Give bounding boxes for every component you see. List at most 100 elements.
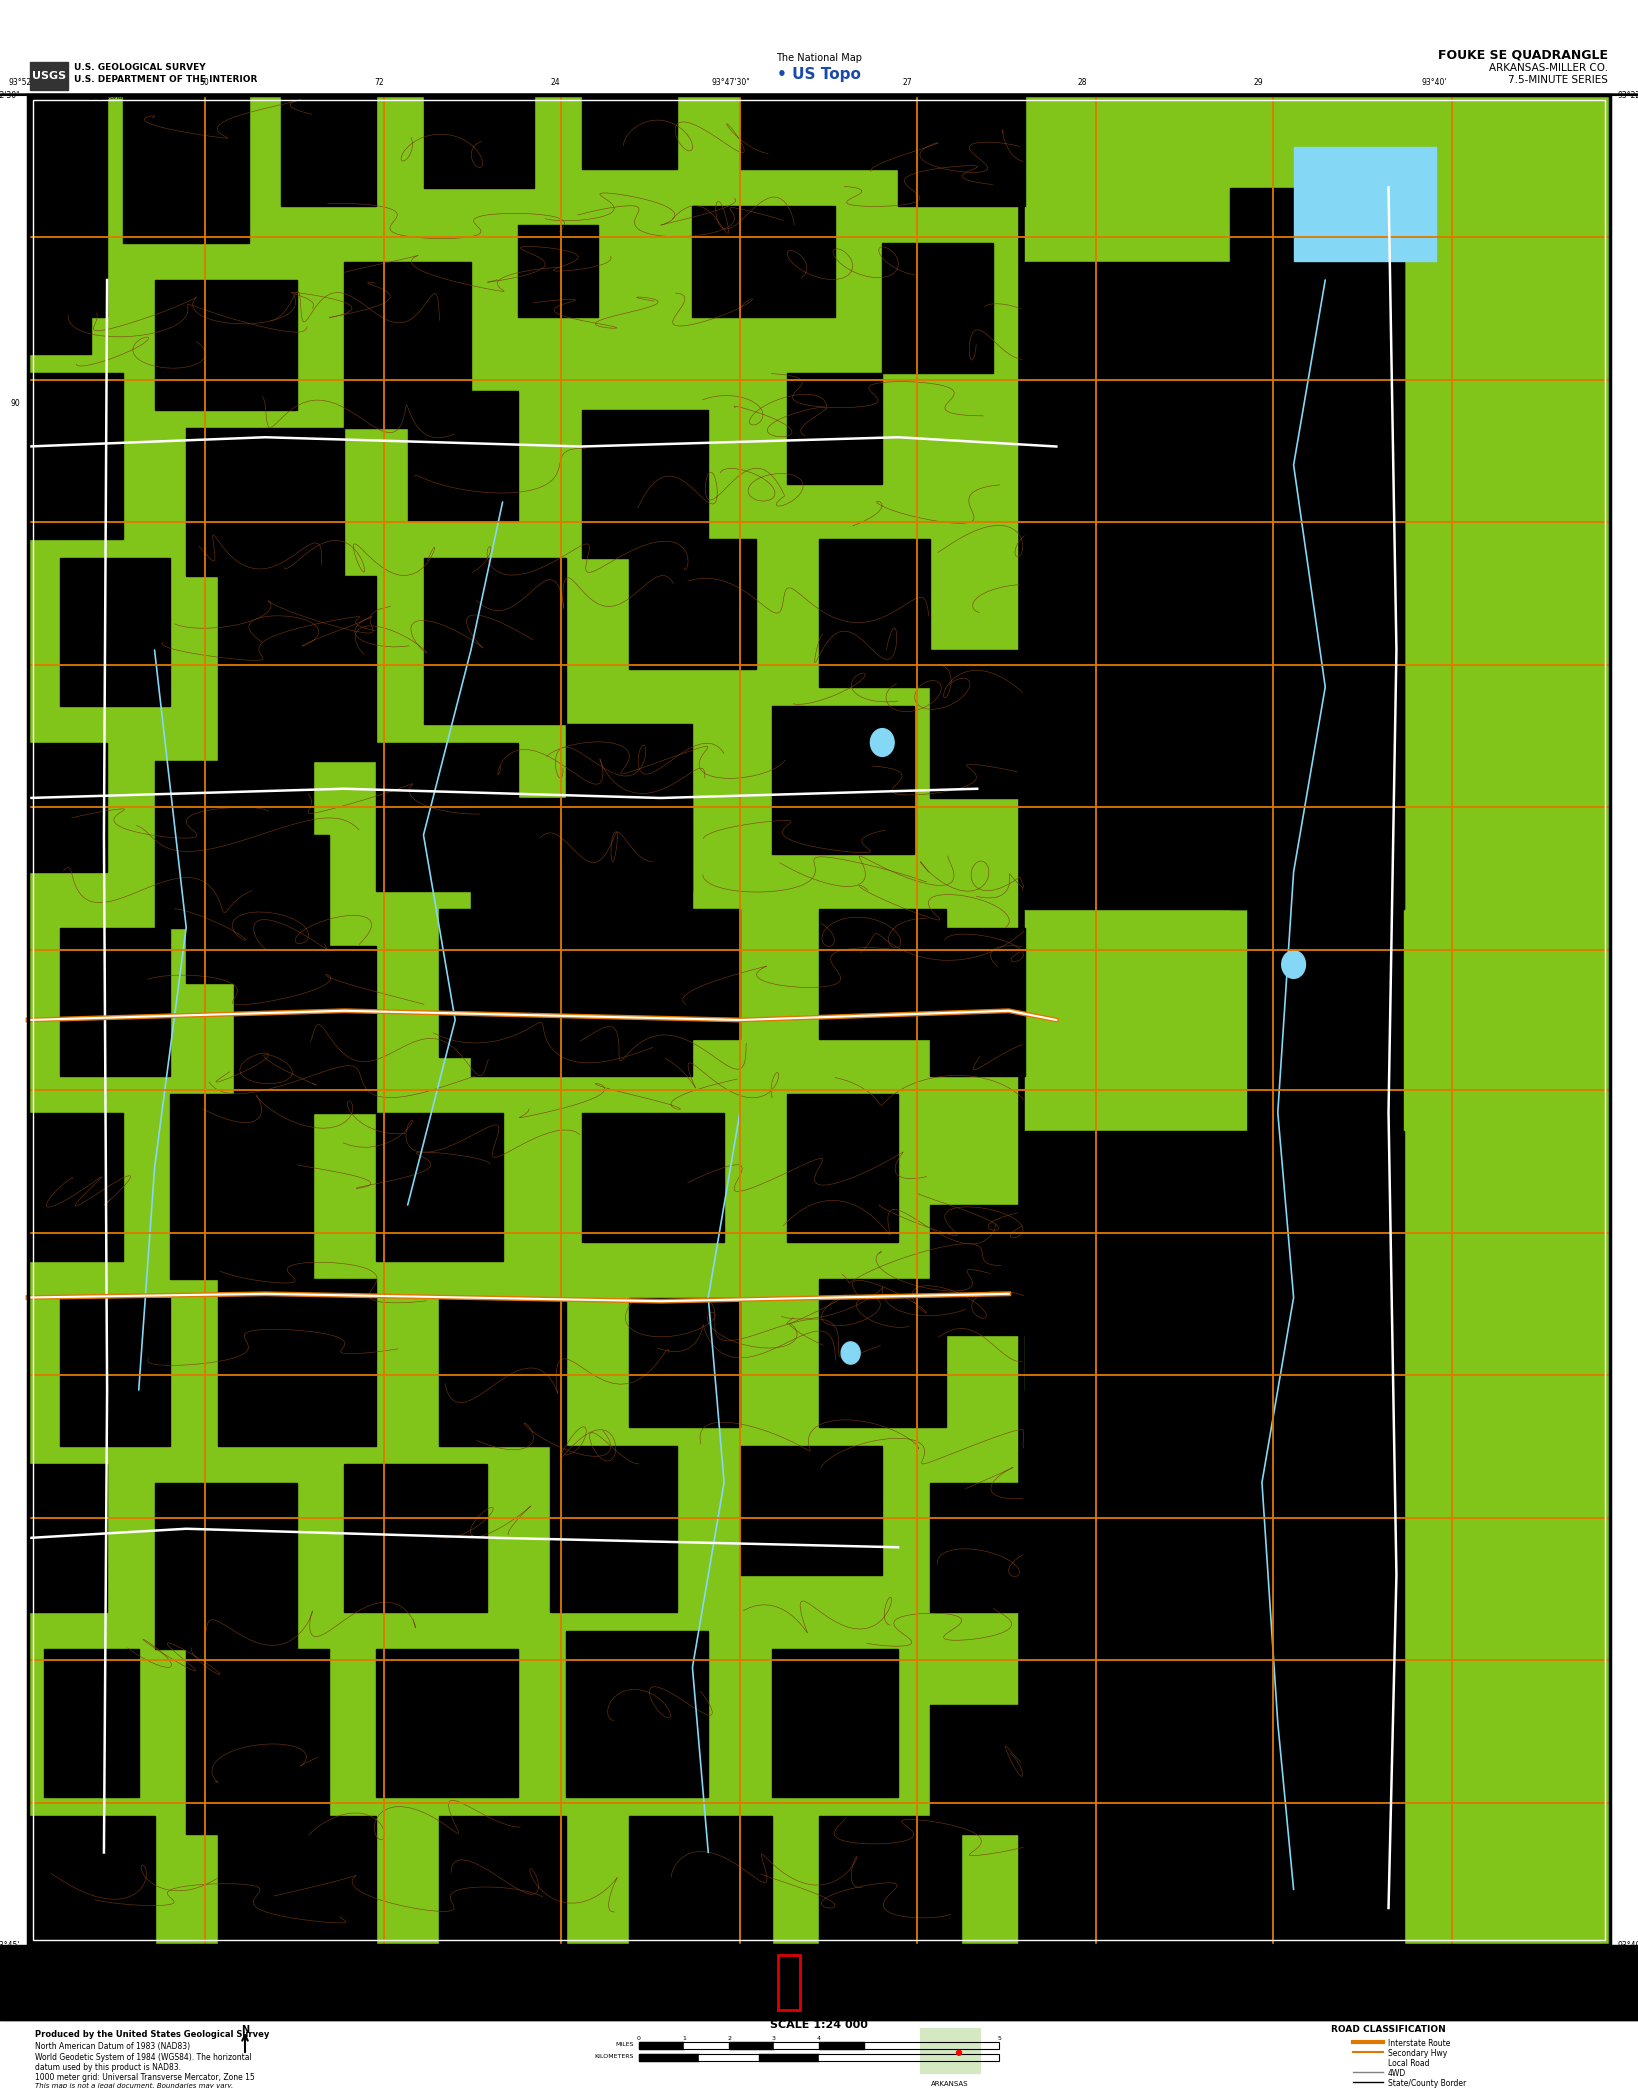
Bar [930, 1205, 1025, 1334]
Bar [44, 1650, 139, 1798]
Text: 2: 2 [727, 2036, 731, 2040]
Bar [699, 2055, 758, 2061]
Bar [729, 2042, 775, 2048]
Bar [28, 1464, 106, 1612]
Text: USGS: USGS [31, 71, 66, 81]
Bar [1025, 94, 1230, 261]
Text: The National Map: The National Map [776, 52, 862, 63]
Ellipse shape [842, 1343, 860, 1363]
Bar [59, 927, 170, 1075]
Ellipse shape [870, 729, 894, 756]
Bar [788, 1094, 898, 1242]
Bar [639, 2042, 999, 2048]
Text: Interstate Route: Interstate Route [1387, 2040, 1450, 2048]
Ellipse shape [957, 2050, 962, 2055]
Bar [28, 372, 123, 539]
Text: 93°40': 93°40' [1618, 1940, 1638, 1950]
Bar [518, 226, 598, 317]
Text: 93°47'30": 93°47'30" [713, 77, 750, 88]
Bar [740, 1445, 883, 1574]
Ellipse shape [1283, 950, 1305, 979]
Text: U.S. DEPARTMENT OF THE INTERIOR: U.S. DEPARTMENT OF THE INTERIOR [74, 75, 257, 84]
Text: 4: 4 [817, 2036, 821, 2040]
Bar [581, 409, 708, 557]
Bar [565, 1631, 708, 1798]
Bar [28, 1113, 123, 1261]
Bar [0, 1946, 1638, 2019]
Text: ARKANSAS-MILLER CO.: ARKANSAS-MILLER CO. [1489, 63, 1609, 73]
Text: 5: 5 [998, 2036, 1001, 2040]
Text: • US Topo: • US Topo [776, 67, 862, 81]
Bar [639, 2042, 685, 2048]
Bar [685, 2042, 729, 2048]
Bar [1025, 908, 1247, 1132]
Text: 50: 50 [198, 77, 208, 88]
Bar [29, 63, 69, 90]
Text: 33°52'30": 33°52'30" [0, 90, 20, 100]
Bar [921, 2027, 980, 2073]
Bar [565, 725, 693, 889]
Bar [1294, 146, 1437, 261]
Bar [1040, 1445, 1199, 1556]
Text: 1: 1 [681, 2036, 686, 2040]
Text: KILOMETERS: KILOMETERS [595, 2055, 634, 2059]
Bar [819, 1280, 945, 1426]
Bar [788, 372, 883, 484]
Text: This map is not a legal document. Boundaries may vary.: This map is not a legal document. Bounda… [34, 2084, 233, 2088]
Text: 4WD: 4WD [1387, 2069, 1407, 2078]
Bar [778, 1954, 799, 2011]
Bar [408, 390, 518, 520]
Bar [1404, 94, 1610, 1946]
Bar [1025, 261, 1404, 908]
Bar [28, 94, 1610, 1946]
Text: 33°52'30": 33°52'30" [28, 1956, 67, 1967]
Bar [28, 94, 106, 317]
Bar [629, 1814, 771, 1946]
Bar [439, 1814, 565, 1946]
Bar [898, 94, 1025, 207]
Bar [154, 1482, 296, 1650]
Bar [282, 94, 377, 207]
Bar [187, 1650, 329, 1833]
Bar [883, 242, 993, 372]
Bar [775, 2042, 819, 2048]
Bar [234, 946, 377, 1113]
Bar [28, 743, 106, 873]
Text: Secondary Hwy: Secondary Hwy [1387, 2048, 1448, 2059]
Text: N: N [241, 2025, 249, 2036]
Bar [187, 835, 329, 983]
Bar [758, 2055, 819, 2061]
Bar [439, 908, 565, 1057]
Bar [639, 2055, 699, 2061]
Bar [123, 94, 249, 242]
Bar [819, 2055, 880, 2061]
Bar [344, 1464, 486, 1612]
Text: 0: 0 [637, 2036, 640, 2040]
Text: Local Road: Local Road [1387, 2059, 1430, 2067]
Text: 93°40': 93°40' [1584, 1956, 1610, 1967]
Bar [1025, 1242, 1214, 1391]
Text: World Geodetic System of 1984 (WGS84). The horizontal: World Geodetic System of 1984 (WGS84). T… [34, 2053, 252, 2063]
Bar [819, 2042, 863, 2048]
Bar [629, 908, 740, 1038]
Text: 90: 90 [10, 399, 20, 407]
Bar [377, 743, 518, 889]
Bar [1230, 94, 1404, 188]
Bar [472, 798, 693, 1075]
Bar [28, 1814, 154, 1946]
Bar [154, 280, 296, 409]
Bar [170, 1094, 313, 1280]
Bar [377, 1113, 503, 1261]
Bar [629, 1297, 740, 1426]
Bar [218, 576, 377, 760]
Bar [1025, 1132, 1404, 1946]
Text: science for a changing world: science for a changing world [33, 96, 123, 100]
Bar [28, 94, 1017, 1946]
Bar [1230, 188, 1404, 908]
Bar [154, 760, 313, 927]
Text: MILES: MILES [616, 2042, 634, 2048]
Text: 93°22'30": 93°22'30" [1618, 90, 1638, 100]
Text: 1000 meter grid: Universal Transverse Mercator, Zone 15: 1000 meter grid: Universal Transverse Me… [34, 2073, 256, 2082]
Bar [59, 1297, 170, 1445]
Text: 24: 24 [550, 77, 560, 88]
